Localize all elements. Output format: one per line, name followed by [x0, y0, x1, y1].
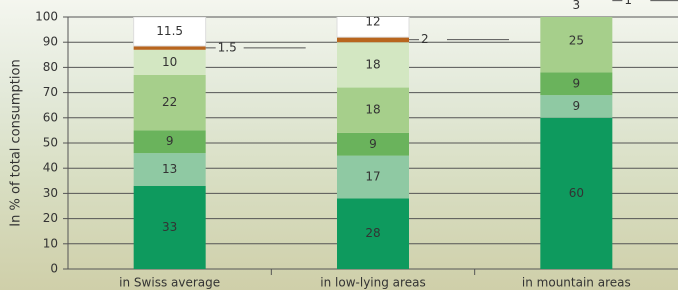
- data-label: 33: [162, 220, 177, 234]
- data-label: 13: [162, 162, 177, 176]
- data-label: 12: [365, 15, 380, 29]
- y-tick-label: 60: [43, 110, 58, 124]
- x-tick-label: in low-lying areas: [320, 276, 425, 290]
- data-label: 9: [369, 137, 377, 151]
- data-label: 9: [166, 134, 174, 148]
- x-tick-label: in Swiss average: [119, 276, 220, 290]
- data-label: 11.5: [156, 24, 183, 38]
- y-tick-label: 10: [43, 236, 58, 250]
- data-label: 1.5: [218, 40, 237, 54]
- data-label: 18: [365, 103, 380, 117]
- data-label: 10: [162, 55, 177, 69]
- y-tick-label: 40: [43, 161, 58, 175]
- data-label: 17: [365, 170, 380, 184]
- y-tick-label: 80: [43, 60, 58, 74]
- data-label: 3: [573, 0, 581, 12]
- bar-segment: [337, 37, 409, 42]
- data-label: 28: [365, 226, 380, 240]
- y-tick-label: 30: [43, 186, 58, 200]
- y-tick-label: 20: [43, 211, 58, 225]
- bar-segment: [134, 46, 206, 50]
- data-label: 9: [573, 99, 581, 113]
- y-tick-label: 50: [43, 136, 58, 150]
- data-label: 9: [573, 76, 581, 90]
- y-tick-label: 100: [35, 10, 58, 24]
- data-label: 22: [162, 95, 177, 109]
- data-label: 60: [569, 186, 584, 200]
- y-tick-label: 0: [50, 262, 58, 276]
- chart: In % of total consumption 0 10 20 30 40 50 60 7…: [0, 0, 678, 290]
- data-label: 1: [624, 0, 632, 7]
- y-axis-label: In % of total consumption: [9, 59, 24, 226]
- data-label: 25: [569, 33, 584, 47]
- y-tick-label: 70: [43, 85, 58, 99]
- y-tick-label: 90: [43, 35, 58, 49]
- data-label: 18: [365, 57, 380, 71]
- x-tick-label: in mountain areas: [522, 276, 631, 290]
- data-label: 2: [421, 32, 429, 46]
